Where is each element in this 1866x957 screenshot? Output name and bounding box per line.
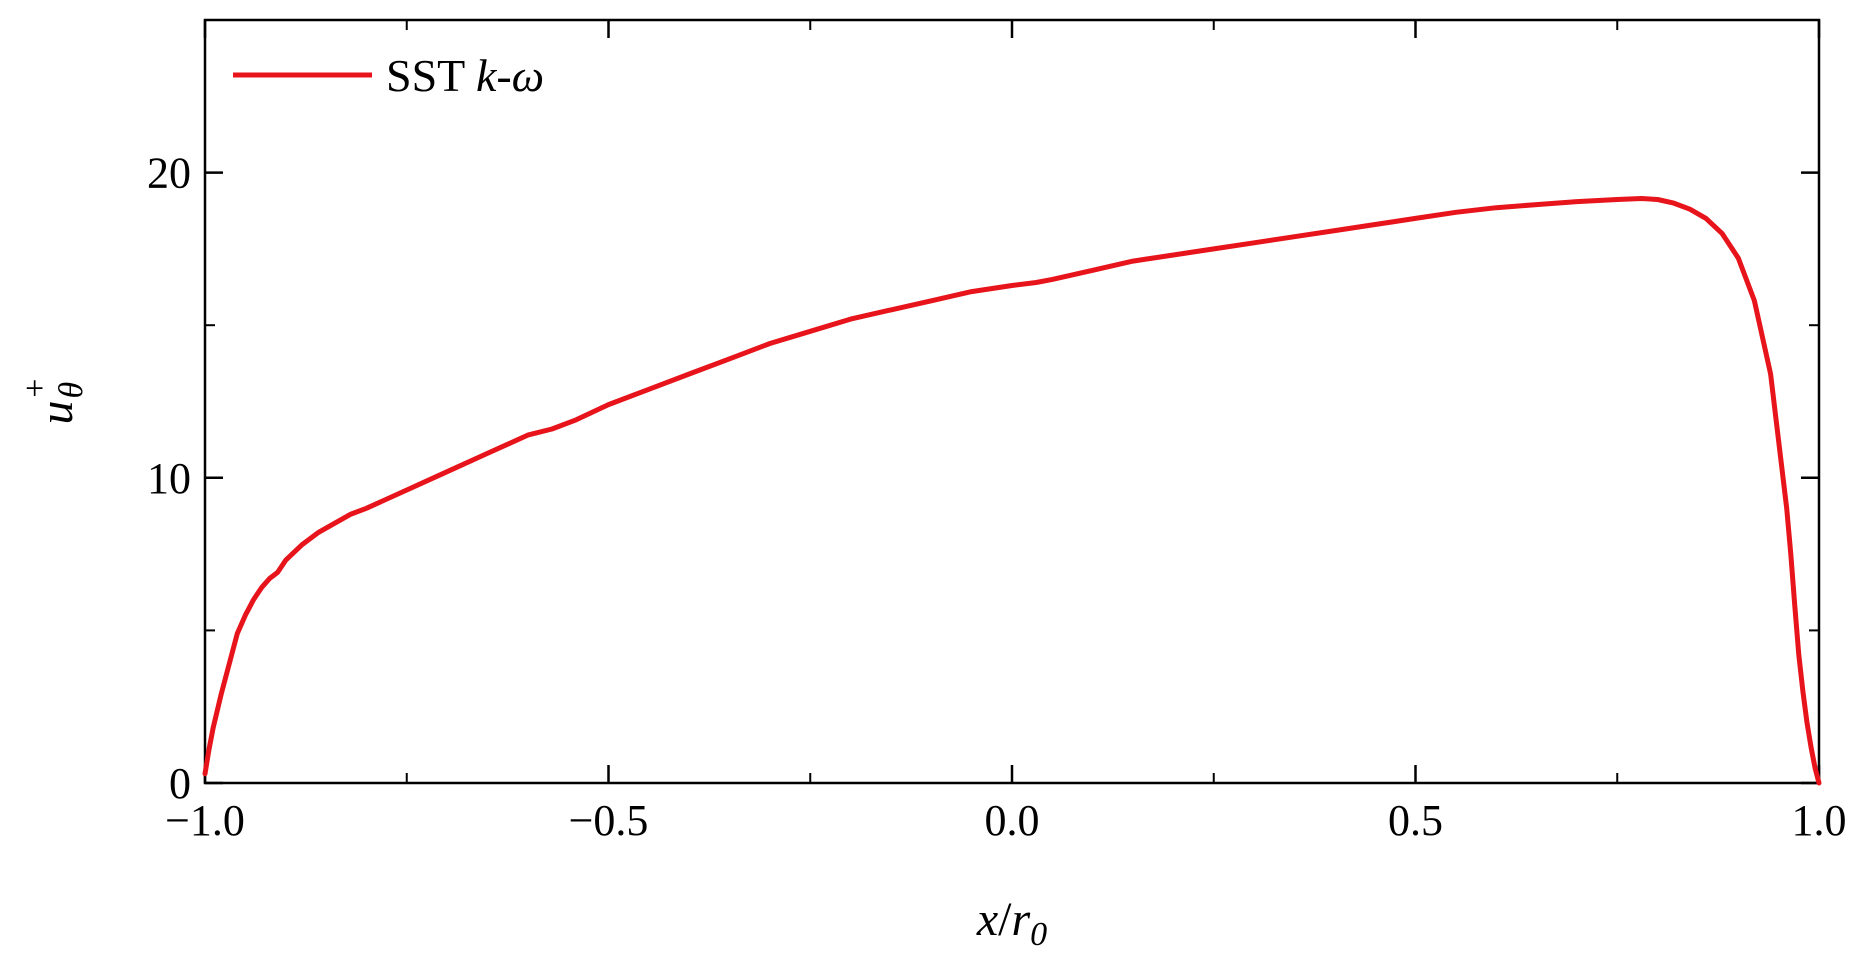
x-tick-label: 0.5 [1388,796,1443,845]
y-tick-label: 20 [147,149,191,198]
x-tick-label: 0.0 [985,796,1040,845]
plot-frame [203,18,1821,785]
x-tick-label: −1.0 [165,796,245,845]
axes: −1.0 −0.5 0.0 0.5 1.0 0 10 20 [147,18,1847,845]
legend-label: SST k-ω [386,50,544,101]
y-tick-label: 10 [147,454,191,503]
x-axis-label: x/r0 [976,893,1047,953]
x-tick-label: 1.0 [1792,796,1847,845]
plot-area [202,196,1822,786]
legend: SST k-ω [233,50,544,101]
series-line-0 [202,196,1822,786]
x-tick-label: −0.5 [569,796,649,845]
y-tick-label: 0 [169,759,191,808]
y-axis-label: uθ+ [17,379,90,425]
axis-labels: x/r0 uθ+ [17,379,1047,953]
